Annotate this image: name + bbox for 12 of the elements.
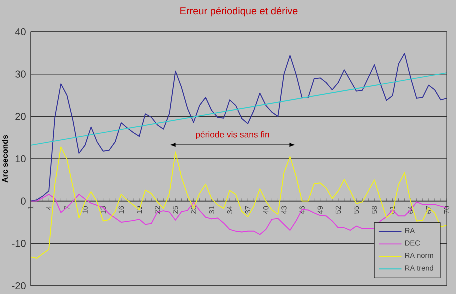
chart-title: Erreur périodique et dérive [180, 7, 298, 17]
y-tick-label: -20 [12, 282, 26, 290]
line-series [30, 146, 448, 259]
y-tick-label: 30 [16, 70, 26, 78]
y-tick-label: 20 [16, 113, 26, 120]
annotation: période vis sans fin [196, 131, 270, 140]
y-tick-label: -10 [12, 240, 26, 248]
y-axis-title: Arc seconds [2, 135, 8, 183]
y-tick-label: 10 [16, 155, 26, 163]
line-series [30, 53, 448, 202]
y-tick-label: 40 [15, 28, 26, 36]
y-tick-label: 0 [21, 198, 26, 205]
